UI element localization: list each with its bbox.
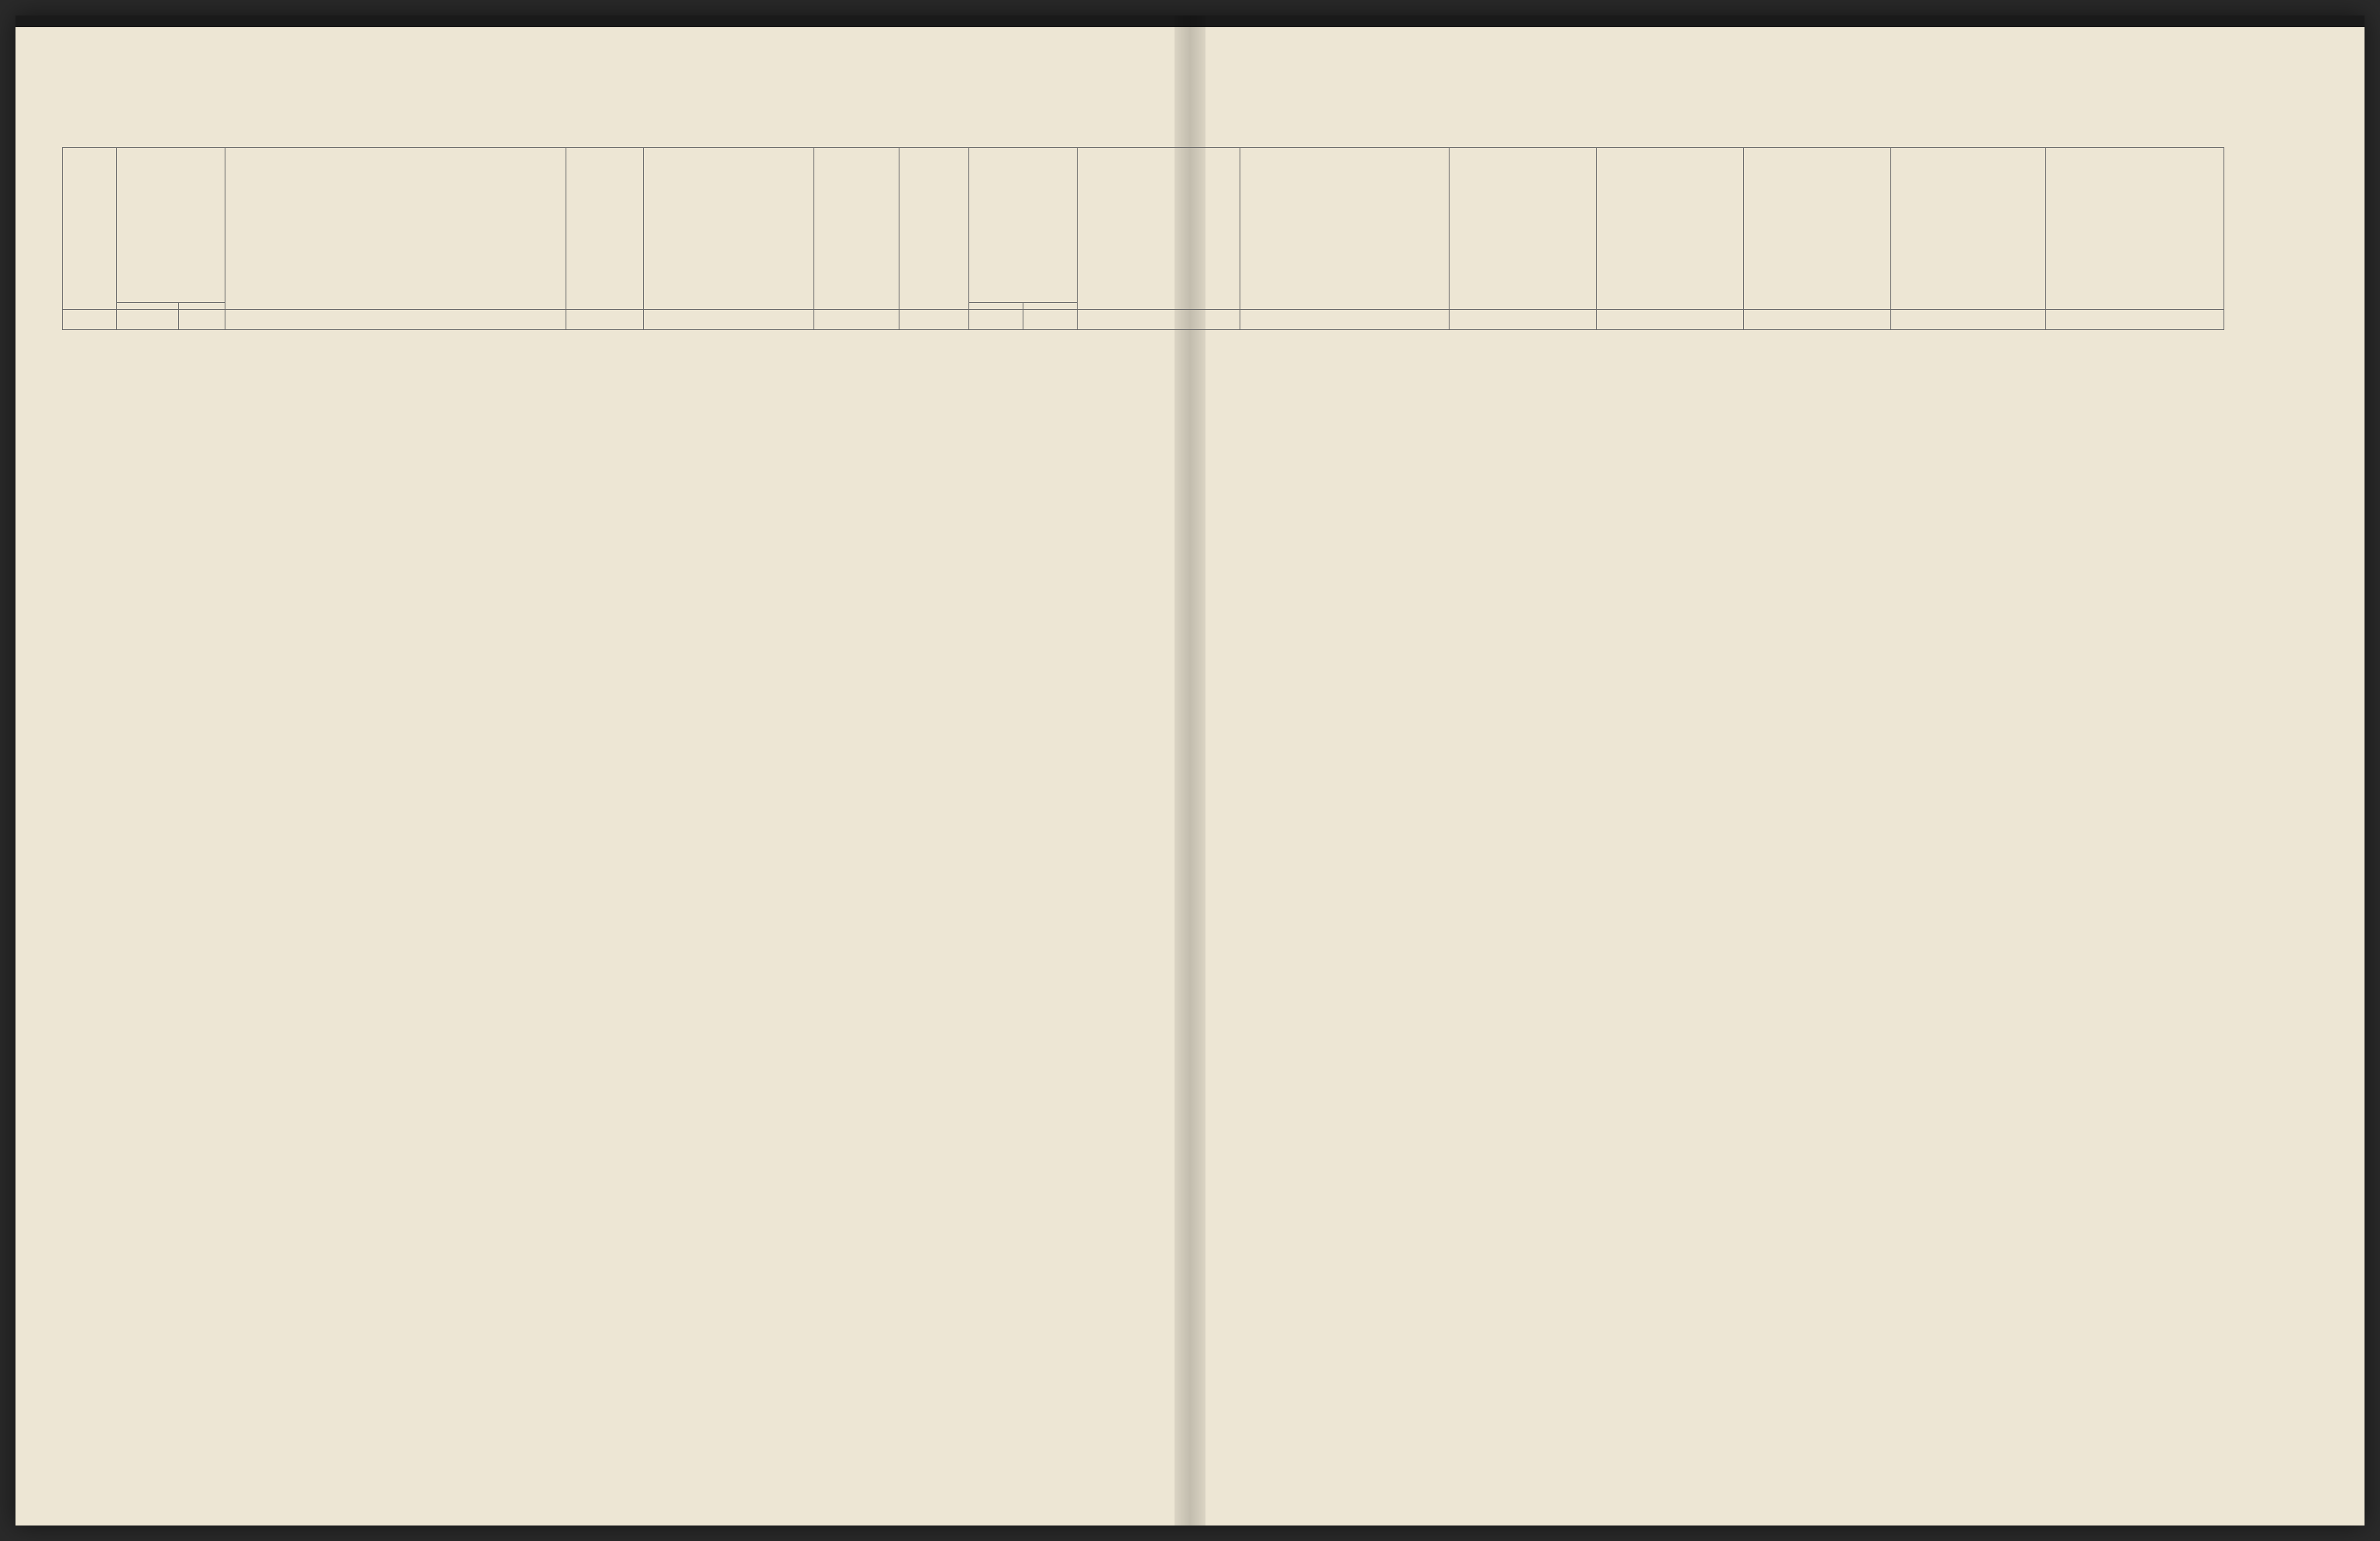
col-header [117,148,225,303]
col-num [1240,310,1450,330]
col-header [1078,148,1240,310]
col-header [225,148,566,310]
col-subheader [1023,303,1078,310]
col-num [1891,310,2046,330]
col-header [1597,148,1744,310]
col-header [969,148,1078,303]
column-number-row [63,310,2224,330]
col-header [1891,148,2046,310]
col-num [179,310,225,330]
col-header [644,148,814,310]
herred-block [1712,70,1730,109]
col-num [1450,310,1597,330]
table-head [63,148,2224,330]
col-header [1744,148,1891,310]
col-header [63,148,117,310]
ledger-table [62,147,2224,330]
page-header [85,62,2295,124]
col-subheader [117,303,179,310]
col-num [899,310,969,330]
col-num [1744,310,1891,330]
col-num [63,310,117,330]
col-num [1078,310,1240,330]
col-num [225,310,566,330]
section-title [496,77,502,114]
col-header [2046,148,2224,310]
col-subheader [969,303,1023,310]
col-num [969,310,1023,330]
col-header [1450,148,1597,310]
col-num [2046,310,2224,330]
col-subheader [179,303,225,310]
col-num [566,310,644,330]
col-header [566,148,644,310]
col-header [814,148,899,310]
page-edge [15,15,2365,62]
col-num [117,310,179,330]
col-num [644,310,814,330]
col-header [1240,148,1450,310]
col-num [1597,310,1744,330]
col-num [1023,310,1078,330]
col-num [814,310,899,330]
sogn-block [1302,70,1308,109]
col-header [899,148,969,310]
ledger-page [15,15,2365,1526]
